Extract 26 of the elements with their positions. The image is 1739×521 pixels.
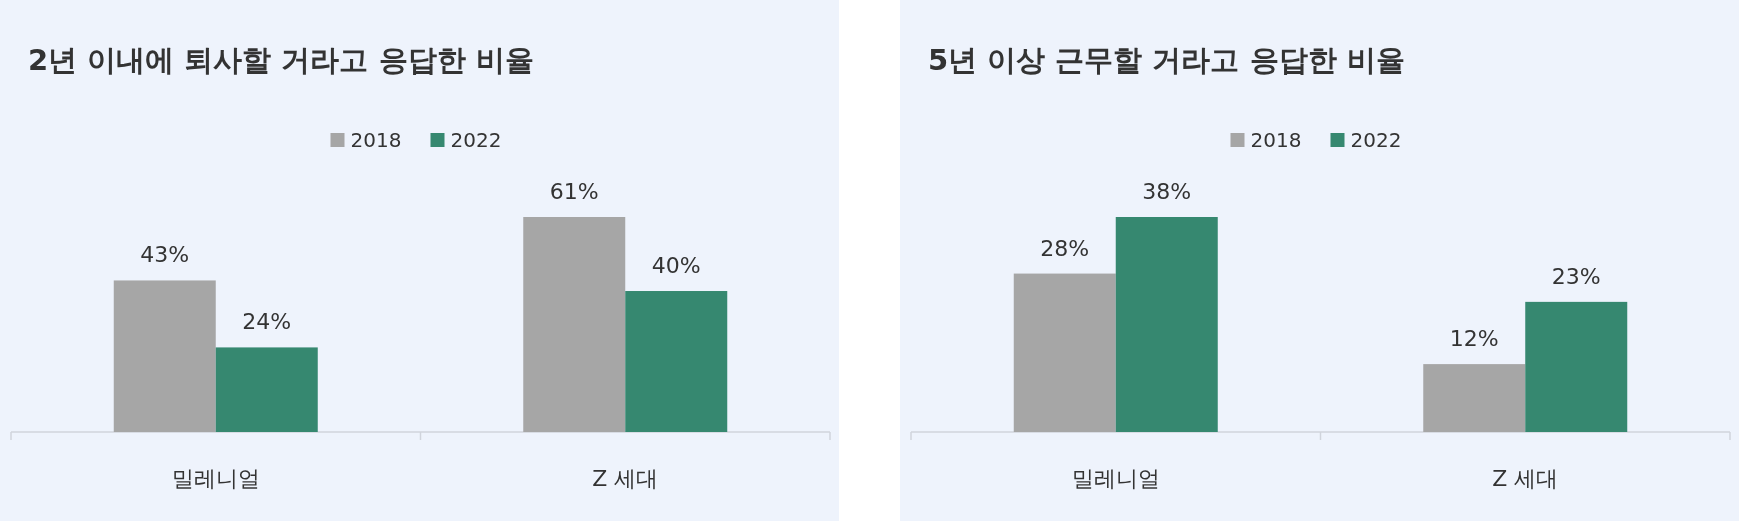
data-label: 23% [1551, 263, 1601, 289]
bar [215, 347, 318, 432]
data-label: 28% [1040, 235, 1090, 261]
data-label: 38% [1142, 179, 1192, 204]
bar [1525, 301, 1628, 432]
bar [625, 291, 728, 432]
x-tick-label: Z 세대 [592, 466, 659, 491]
chart-title: 2년 이내에 퇴사할 거라고 응답한 비율 [28, 43, 534, 77]
chart-title: 5년 이상 근무할 거라고 응답한 비율 [928, 43, 1405, 77]
x-tick-label: 밀레니얼 [1071, 466, 1160, 491]
legend-label: 2018 [1250, 128, 1302, 152]
x-tick-label: 밀레니얼 [171, 466, 260, 491]
bar [1115, 217, 1218, 432]
x-tick-label: Z 세대 [1492, 466, 1559, 491]
bar [523, 217, 626, 432]
data-label: 40% [651, 253, 701, 279]
data-label: 12% [1449, 326, 1499, 352]
bar [1423, 364, 1526, 432]
legend-label: 2022 [450, 128, 502, 152]
legend-label: 2018 [350, 128, 402, 152]
data-label: 24% [242, 309, 292, 335]
bar [113, 280, 216, 432]
legend-label: 2022 [1350, 128, 1402, 152]
bar [1013, 273, 1116, 432]
data-label: 61% [549, 179, 599, 204]
data-label: 43% [140, 242, 190, 268]
